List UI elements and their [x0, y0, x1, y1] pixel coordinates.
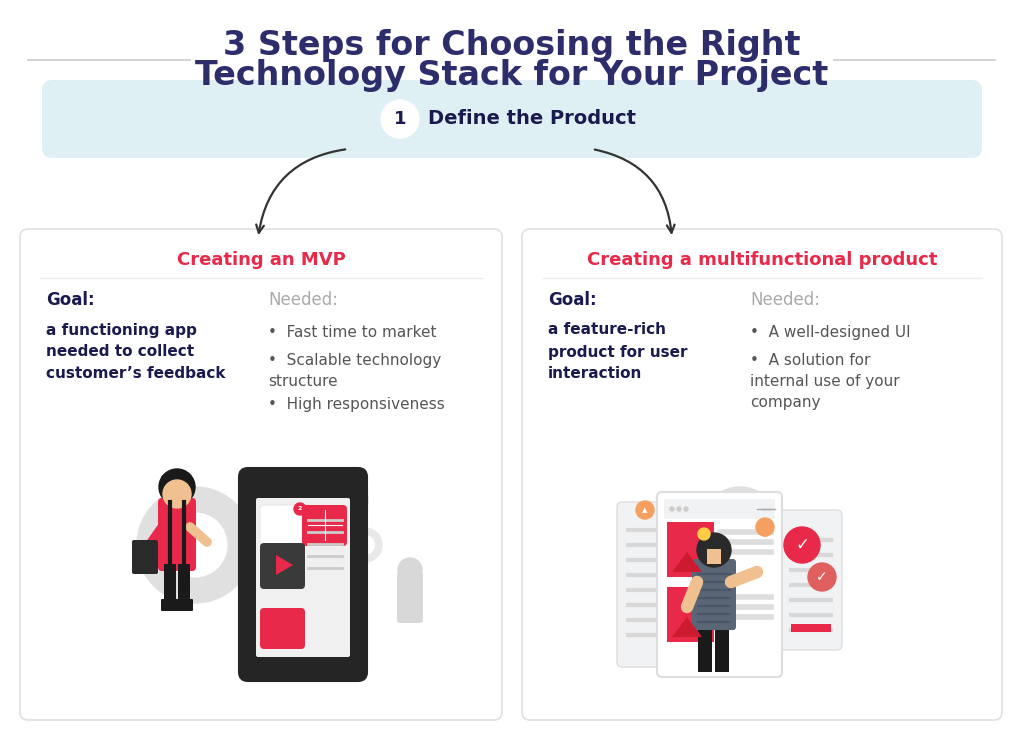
FancyBboxPatch shape	[158, 498, 196, 571]
FancyBboxPatch shape	[374, 533, 377, 536]
Text: •  A solution for
internal use of your
company: • A solution for internal use of your co…	[750, 353, 900, 410]
Circle shape	[760, 526, 770, 536]
Circle shape	[381, 100, 419, 138]
FancyBboxPatch shape	[260, 505, 305, 546]
FancyBboxPatch shape	[330, 474, 335, 479]
FancyBboxPatch shape	[770, 522, 777, 528]
Circle shape	[325, 485, 355, 515]
Circle shape	[784, 527, 820, 563]
FancyBboxPatch shape	[664, 499, 775, 519]
FancyBboxPatch shape	[766, 505, 772, 511]
Text: needed to collect: needed to collect	[46, 345, 195, 360]
FancyBboxPatch shape	[617, 502, 679, 667]
FancyBboxPatch shape	[708, 505, 715, 511]
FancyBboxPatch shape	[348, 543, 351, 547]
FancyBboxPatch shape	[791, 576, 795, 579]
FancyBboxPatch shape	[302, 505, 347, 546]
Text: a feature-rich: a feature-rich	[548, 323, 666, 337]
Circle shape	[719, 504, 761, 546]
FancyBboxPatch shape	[708, 538, 715, 545]
FancyBboxPatch shape	[164, 564, 176, 604]
FancyBboxPatch shape	[754, 551, 760, 557]
Circle shape	[355, 536, 375, 554]
FancyBboxPatch shape	[766, 576, 769, 579]
Text: customer’s feedback: customer’s feedback	[46, 366, 225, 382]
FancyBboxPatch shape	[241, 539, 251, 551]
Circle shape	[702, 487, 778, 563]
Text: interaction: interaction	[548, 366, 642, 382]
Text: ✓: ✓	[795, 536, 809, 554]
Circle shape	[756, 518, 774, 536]
Circle shape	[348, 528, 382, 562]
Text: •  A well-designed UI: • A well-designed UI	[750, 325, 910, 340]
FancyBboxPatch shape	[778, 581, 781, 585]
Text: Needed:: Needed:	[268, 291, 338, 309]
FancyBboxPatch shape	[791, 624, 831, 632]
FancyBboxPatch shape	[161, 599, 178, 611]
FancyBboxPatch shape	[158, 579, 168, 590]
Circle shape	[697, 533, 731, 567]
Text: ▲: ▲	[642, 507, 648, 513]
FancyBboxPatch shape	[138, 539, 150, 551]
FancyBboxPatch shape	[236, 518, 246, 528]
FancyBboxPatch shape	[692, 559, 736, 630]
FancyBboxPatch shape	[357, 483, 362, 488]
FancyBboxPatch shape	[778, 545, 781, 549]
FancyBboxPatch shape	[703, 522, 710, 528]
FancyBboxPatch shape	[260, 608, 305, 649]
FancyBboxPatch shape	[715, 624, 729, 672]
Text: Define the Product: Define the Product	[428, 110, 636, 129]
FancyBboxPatch shape	[132, 540, 158, 574]
FancyBboxPatch shape	[766, 551, 769, 554]
FancyBboxPatch shape	[357, 512, 362, 517]
Text: Goal:: Goal:	[548, 291, 597, 309]
Text: •  Scalable technology
structure: • Scalable technology structure	[268, 353, 441, 389]
FancyBboxPatch shape	[260, 543, 305, 589]
Circle shape	[684, 507, 688, 511]
FancyBboxPatch shape	[158, 500, 168, 511]
FancyBboxPatch shape	[720, 493, 727, 500]
Circle shape	[398, 558, 422, 582]
Circle shape	[760, 545, 800, 585]
FancyBboxPatch shape	[178, 590, 188, 600]
FancyBboxPatch shape	[345, 474, 350, 479]
Text: Needed:: Needed:	[750, 291, 820, 309]
FancyBboxPatch shape	[667, 587, 714, 642]
FancyBboxPatch shape	[761, 563, 764, 567]
FancyBboxPatch shape	[362, 497, 368, 502]
Text: Creating a multifunctional product: Creating a multifunctional product	[587, 251, 937, 269]
Text: a functioning app: a functioning app	[46, 323, 197, 337]
Text: •  High responsiveness: • High responsiveness	[268, 397, 444, 412]
FancyBboxPatch shape	[698, 624, 712, 672]
Circle shape	[312, 472, 368, 528]
Text: product for user: product for user	[548, 345, 687, 360]
Text: Goal:: Goal:	[46, 291, 94, 309]
FancyBboxPatch shape	[657, 492, 782, 677]
FancyBboxPatch shape	[143, 562, 155, 572]
Circle shape	[159, 469, 195, 505]
FancyBboxPatch shape	[353, 554, 356, 557]
FancyBboxPatch shape	[364, 559, 367, 562]
FancyBboxPatch shape	[780, 510, 842, 650]
FancyBboxPatch shape	[143, 518, 155, 528]
FancyBboxPatch shape	[236, 562, 246, 572]
FancyBboxPatch shape	[20, 229, 502, 720]
FancyBboxPatch shape	[313, 497, 317, 502]
Text: ✓: ✓	[816, 570, 827, 584]
FancyBboxPatch shape	[353, 533, 356, 536]
FancyBboxPatch shape	[178, 564, 190, 604]
Circle shape	[808, 563, 836, 591]
FancyBboxPatch shape	[379, 543, 382, 547]
FancyBboxPatch shape	[161, 475, 193, 497]
Polygon shape	[672, 552, 702, 572]
FancyBboxPatch shape	[397, 572, 423, 623]
FancyBboxPatch shape	[285, 477, 321, 495]
Text: 1: 1	[394, 110, 407, 128]
FancyBboxPatch shape	[522, 229, 1002, 720]
Text: Creating an MVP: Creating an MVP	[176, 251, 345, 269]
FancyBboxPatch shape	[330, 521, 335, 526]
Text: •  Fast time to market: • Fast time to market	[268, 325, 436, 340]
Polygon shape	[672, 617, 702, 637]
FancyBboxPatch shape	[374, 554, 377, 557]
